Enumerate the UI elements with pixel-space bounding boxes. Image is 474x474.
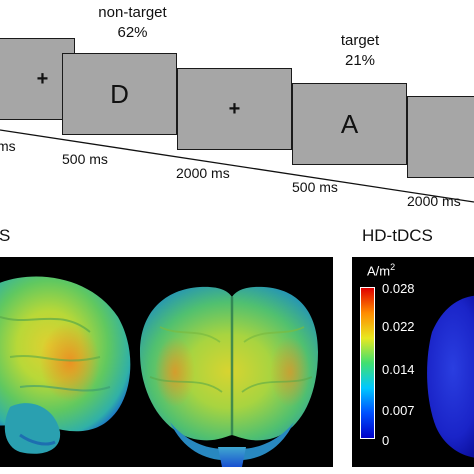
colorbar [360,287,375,439]
timing-label: 500 ms [62,151,108,167]
stimulus-screen-2: D [62,53,177,135]
nontarget-label: non-target 62% [98,4,167,42]
hd-tdcs-brain [427,295,474,458]
colorbar-tick: 0.014 [382,362,415,377]
fixation-cross: + [228,97,241,120]
colorbar-tick: 0.028 [382,281,415,296]
brain-lateral-view [0,276,131,454]
timing-label: 500 ms [292,179,338,195]
timeline-line [0,129,474,203]
stimulus-screen-4: A [292,83,407,165]
section-title-left: S [0,226,11,245]
timing-label: ms [0,138,16,154]
brain-renderings [0,276,318,467]
timing-label: 2000 ms [176,165,230,181]
brain-field-panel [0,257,333,467]
colorbar-tick: 0 [382,433,390,448]
brain-hd-tdcs-view [427,295,474,458]
timing-label: 2000 ms [407,193,461,209]
brain-posterior-view [140,286,318,467]
target-label: target 21% [340,32,380,70]
section-title-right: HD-tDCS [362,226,433,245]
colorbar-unit: A/m2 [367,262,396,279]
hd-tdcs-panel: A/m2 0.028 0.022 0.014 0.007 0 [352,257,474,467]
stimulus-letter: A [340,108,359,139]
stimulus-letter: D [110,78,129,109]
colorbar-tick: 0.007 [382,403,415,418]
stimulus-screen-3: + [177,68,292,150]
colorbar-tick: 0.022 [382,319,415,334]
fixation-cross: + [36,67,49,90]
stimulus-screen-5: + [407,96,474,178]
